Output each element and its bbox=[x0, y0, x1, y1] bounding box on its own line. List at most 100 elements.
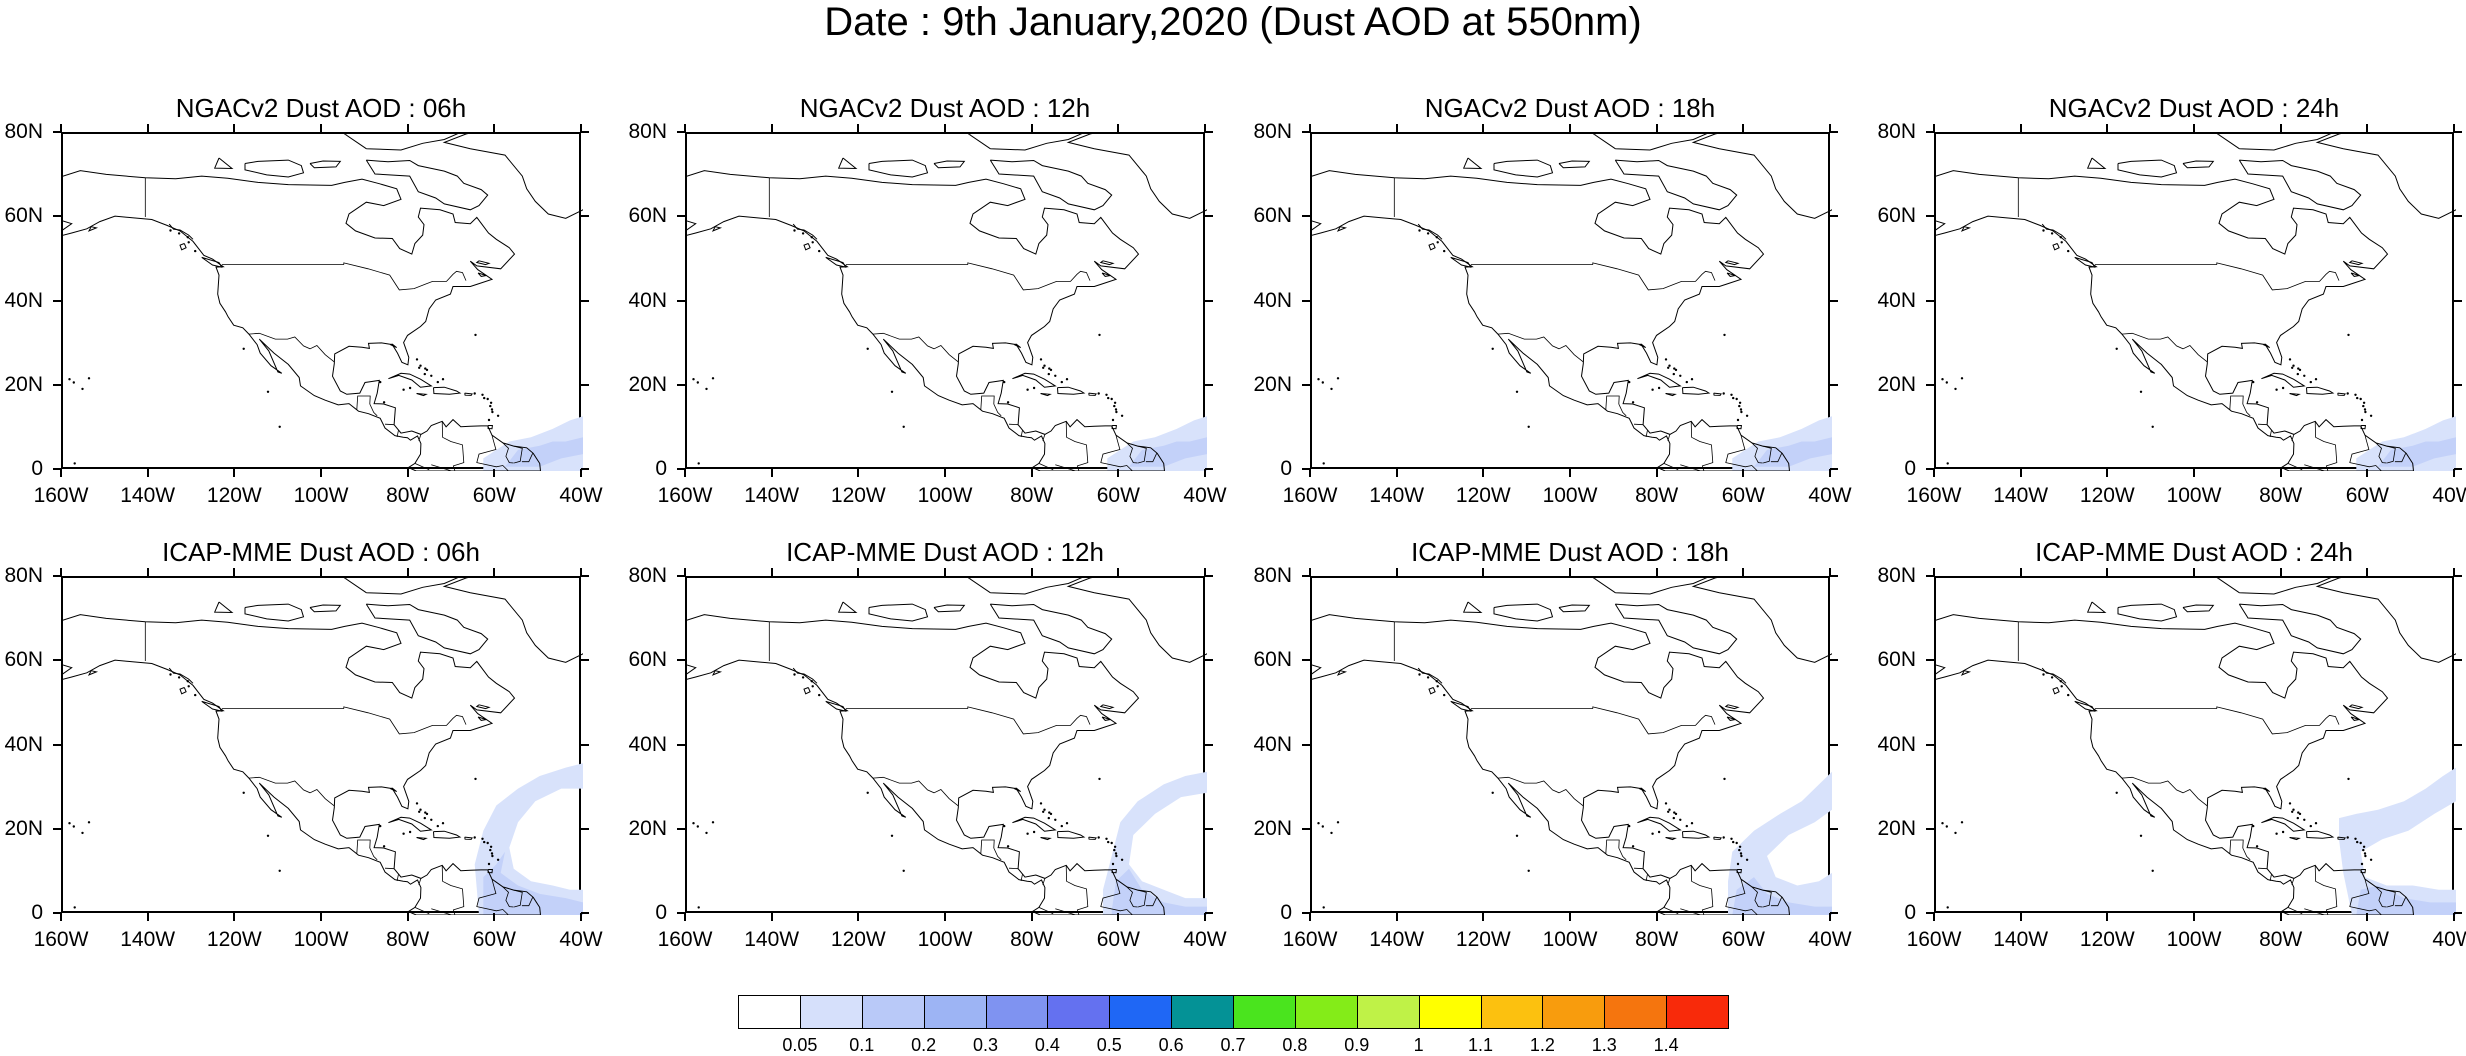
small-island bbox=[1322, 462, 1325, 465]
island-coastline bbox=[2289, 837, 2301, 841]
lon-tick bbox=[857, 124, 860, 132]
country-border bbox=[1690, 865, 1714, 915]
lat-tick-label: 0 bbox=[31, 901, 43, 924]
colorbar-box bbox=[1171, 995, 1234, 1029]
lon-tick bbox=[406, 568, 409, 576]
lat-tick bbox=[581, 131, 589, 133]
island-coastline bbox=[1428, 243, 1436, 251]
country-border bbox=[1145, 453, 1158, 463]
lon-tick bbox=[60, 469, 62, 477]
lon-tick-label: 80W bbox=[386, 484, 430, 507]
lon-tick-label: 100W bbox=[293, 484, 349, 507]
small-island bbox=[1047, 372, 1050, 376]
island-coastline bbox=[1057, 830, 1086, 839]
country-border bbox=[2291, 434, 2295, 441]
island-coastline bbox=[1558, 604, 1591, 613]
small-island bbox=[1945, 381, 1948, 384]
lat-tick bbox=[1830, 827, 1838, 830]
small-island bbox=[1690, 822, 1694, 825]
island-coastline bbox=[1336, 226, 1348, 232]
small-island bbox=[810, 680, 813, 683]
lat-tick bbox=[1926, 575, 1934, 577]
small-island bbox=[1330, 831, 1333, 835]
small-island bbox=[1113, 404, 1116, 408]
small-island bbox=[1657, 830, 1661, 834]
island-coastline bbox=[2117, 603, 2178, 622]
small-island bbox=[1722, 392, 1725, 395]
panel-title: NGACv2 Dust AOD : 18h bbox=[1424, 93, 1716, 123]
country-border bbox=[2287, 907, 2303, 915]
small-island bbox=[2291, 810, 2294, 813]
lon-tick bbox=[1742, 568, 1745, 576]
country-border bbox=[2269, 874, 2272, 881]
small-island bbox=[177, 676, 181, 679]
lon-tick bbox=[2106, 124, 2109, 132]
small-island bbox=[1111, 862, 1115, 866]
lat-tick-label: 80N bbox=[1877, 120, 1916, 143]
island-coastline bbox=[803, 687, 811, 695]
lon-tick bbox=[1829, 913, 1831, 921]
lon-tick-label: 120W bbox=[1455, 928, 1511, 951]
small-island bbox=[2347, 777, 2350, 781]
lon-tick-label: 80W bbox=[1635, 484, 1679, 507]
lon-tick-label: 60W bbox=[1721, 484, 1765, 507]
map-panel bbox=[1934, 132, 2456, 471]
lon-tick-label: 40W bbox=[1808, 928, 1852, 951]
lon-tick-label: 60W bbox=[1721, 928, 1765, 951]
lon-tick bbox=[1482, 124, 1485, 132]
small-island bbox=[2296, 816, 2299, 820]
lon-tick-label: 80W bbox=[1010, 484, 1054, 507]
lon-tick-label: 80W bbox=[2259, 928, 2303, 951]
island-coastline bbox=[1417, 223, 1443, 240]
island-coastline bbox=[1960, 670, 1972, 676]
lon-tick bbox=[146, 124, 149, 132]
lon-tick-label: 100W bbox=[917, 928, 973, 951]
country-border bbox=[441, 865, 465, 915]
island-coastline bbox=[868, 159, 929, 178]
lon-tick bbox=[146, 469, 149, 477]
map-canvas bbox=[1312, 134, 1832, 471]
lat-tick bbox=[1926, 912, 1934, 914]
colorbar-label: 1.3 bbox=[1591, 1035, 1617, 1055]
colorbar bbox=[738, 995, 1729, 1029]
island-coastline bbox=[1088, 836, 1097, 840]
lat-tick bbox=[1830, 383, 1838, 386]
small-island bbox=[425, 812, 429, 816]
island-coastline bbox=[1614, 603, 1738, 655]
lon-tick bbox=[320, 568, 322, 576]
small-island bbox=[2359, 841, 2362, 845]
lon-tick-label: 120W bbox=[830, 928, 886, 951]
country-border bbox=[1145, 897, 1158, 907]
country-border bbox=[356, 839, 371, 854]
small-island bbox=[2252, 824, 2255, 828]
lon-tick-label: 100W bbox=[293, 928, 349, 951]
lat-tick bbox=[1205, 659, 1213, 662]
small-island bbox=[811, 241, 814, 244]
country-border bbox=[872, 332, 959, 363]
small-island bbox=[1735, 397, 1738, 401]
island-coastline bbox=[2350, 716, 2360, 721]
small-island bbox=[474, 777, 477, 781]
island-coastline bbox=[2337, 836, 2346, 840]
lat-tick-label: 20N bbox=[1877, 372, 1916, 396]
island-coastline bbox=[2238, 159, 2362, 211]
small-island bbox=[1097, 392, 1100, 395]
small-island bbox=[2362, 848, 2365, 852]
small-island bbox=[1110, 397, 1113, 401]
colorbar-box bbox=[799, 995, 863, 1029]
lon-tick bbox=[60, 124, 62, 132]
lon-tick bbox=[406, 124, 409, 132]
small-island bbox=[2298, 812, 2302, 816]
lat-tick-label: 20N bbox=[628, 816, 667, 840]
small-island bbox=[2369, 414, 2373, 417]
small-island bbox=[1042, 810, 1045, 813]
lon-tick bbox=[146, 568, 149, 576]
colorbar-box bbox=[1604, 995, 1668, 1029]
small-island bbox=[1321, 825, 1324, 828]
lon-tick bbox=[2453, 568, 2455, 576]
small-island bbox=[490, 408, 494, 411]
lon-tick bbox=[320, 124, 322, 132]
lat-tick-label: 60N bbox=[1877, 648, 1916, 672]
lat-tick bbox=[53, 468, 61, 470]
lat-tick-label: 40N bbox=[1253, 732, 1292, 756]
